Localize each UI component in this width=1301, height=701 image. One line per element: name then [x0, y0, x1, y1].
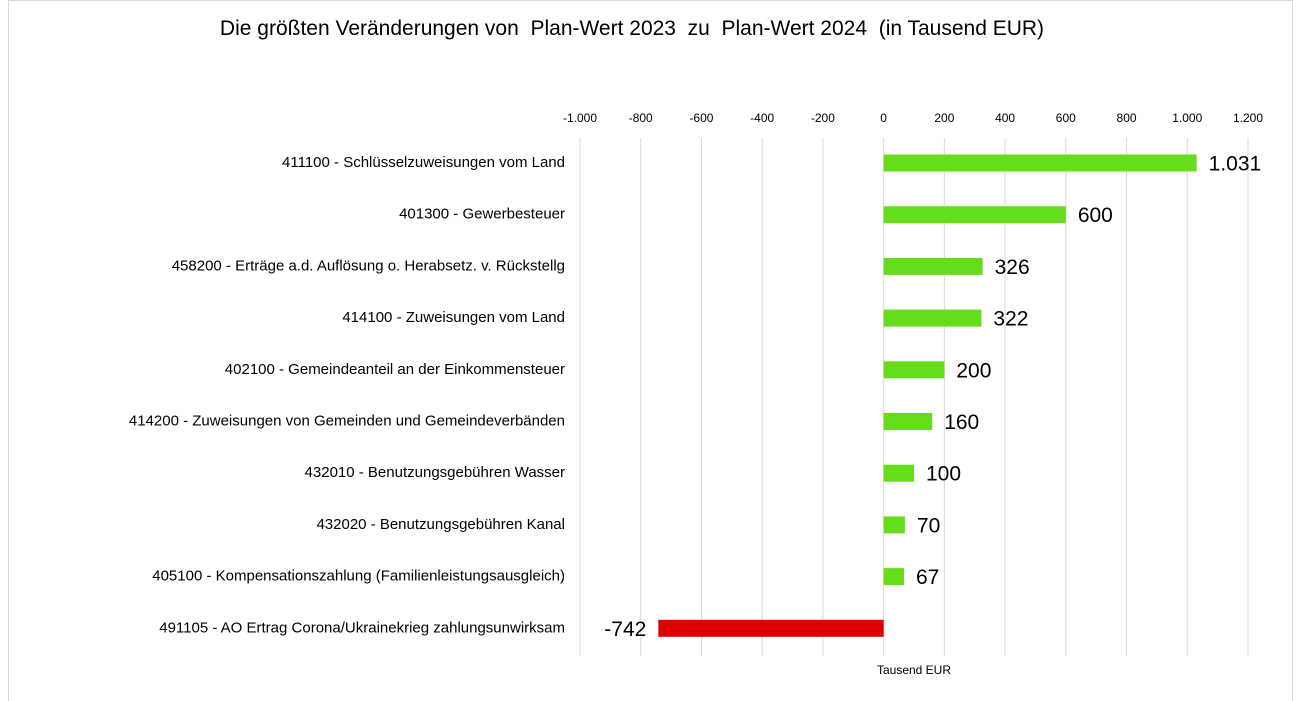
- bar: [883, 361, 945, 379]
- data-label: 160: [944, 411, 979, 434]
- data-label: 100: [926, 463, 961, 486]
- data-label: 322: [993, 308, 1028, 331]
- data-label: 67: [916, 566, 939, 589]
- bar: [883, 154, 1197, 172]
- y-tick-label: 411100 - Schlüsselzuweisungen vom Land: [282, 154, 565, 171]
- y-tick-label: 414200 - Zuweisungen von Gemeinden und G…: [129, 412, 565, 429]
- x-tick-label: 600: [1056, 111, 1076, 125]
- x-tick-label: 800: [1117, 111, 1137, 125]
- data-label: 1.031: [1209, 153, 1262, 176]
- chart-border: [8, 0, 1293, 701]
- data-label: -742: [604, 618, 646, 641]
- x-tick-label: -1.000: [563, 111, 597, 125]
- x-axis-label: Tausend EUR: [877, 663, 951, 677]
- y-tick-label: 432020 - Benutzungsgebühren Kanal: [316, 516, 565, 533]
- x-tick-label: 0: [880, 111, 887, 125]
- bar: [883, 206, 1066, 224]
- x-tick-label: -200: [811, 111, 835, 125]
- data-label: 200: [956, 359, 991, 382]
- x-tick-label: 400: [995, 111, 1015, 125]
- y-tick-label: 401300 - Gewerbesteuer: [399, 206, 565, 223]
- x-tick-label: 1.000: [1172, 111, 1202, 125]
- data-label: 70: [917, 514, 940, 537]
- bar: [883, 568, 904, 586]
- y-tick-label: 491105 - AO Ertrag Corona/Ukrainekrieg z…: [159, 619, 565, 636]
- bar: [883, 309, 982, 327]
- y-tick-label: 432010 - Benutzungsgebühren Wasser: [305, 464, 565, 481]
- bar: [883, 413, 933, 430]
- bar: [658, 619, 884, 637]
- y-tick-label: 458200 - Erträge a.d. Auflösung o. Herab…: [172, 257, 565, 274]
- chart-title: Die größten Veränderungen von Plan-Wert …: [219, 17, 1045, 40]
- x-tick-label: 1.200: [1233, 111, 1263, 125]
- y-tick-label: 405100 - Kompensationszahlung (Familienl…: [152, 568, 565, 585]
- x-tick-label: -800: [629, 111, 653, 125]
- y-tick-label: 414100 - Zuweisungen vom Land: [342, 309, 565, 326]
- bar: [883, 464, 914, 482]
- x-tick-label: -400: [750, 111, 774, 125]
- bar: [883, 516, 905, 534]
- y-tick-label: 402100 - Gemeindeanteil an der Einkommen…: [225, 361, 565, 378]
- bar: [883, 257, 983, 275]
- data-label: 326: [995, 256, 1030, 279]
- x-tick-label: -600: [689, 111, 713, 125]
- data-label: 600: [1078, 204, 1113, 227]
- x-tick-label: 200: [934, 111, 954, 125]
